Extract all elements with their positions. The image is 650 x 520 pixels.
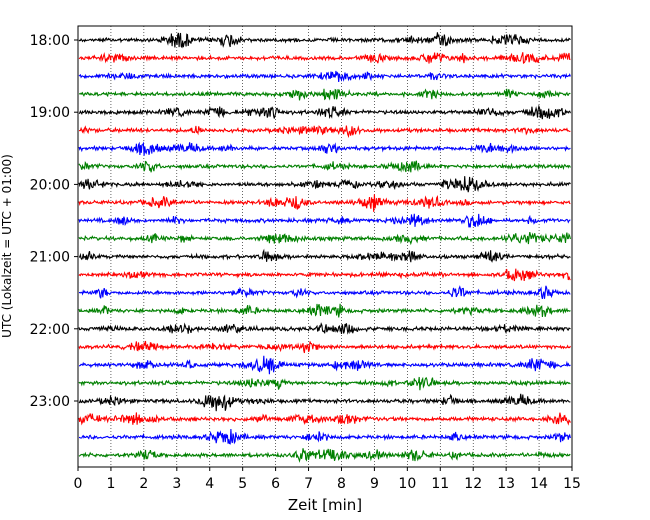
trace-2000 [78,176,571,193]
trace-2300 [78,393,571,412]
x-tick-label: 0 [74,476,83,492]
y-axis: 18:00 19:00 20:00 21:00 22:00 23:00 [30,33,78,410]
trace-2200 [78,322,571,335]
trace-2115 [78,268,571,282]
x-tick-label: 15 [563,476,581,492]
x-tick-label: 11 [431,476,449,492]
y-tick-label: 21:00 [30,250,70,266]
x-tick-label: 3 [172,476,181,492]
x-tick-label: 1 [106,476,115,492]
trace-1930 [78,141,571,156]
x-tick-label: 6 [271,476,280,492]
x-axis-label: Zeit [min] [288,496,362,514]
trace-1845 [78,88,571,101]
trace-2100 [78,248,571,263]
trace-2030 [78,213,571,228]
trace-2015 [78,194,571,212]
trace-2045 [78,231,571,246]
y-tick-label: 18:00 [30,33,70,49]
x-tick-label: 9 [370,476,379,492]
x-axis: 0 1 2 3 4 5 6 7 8 9 10 11 12 13 14 15 [74,467,581,492]
trace-1800 [78,32,571,49]
x-tick-label: 4 [205,476,214,492]
trace-2230 [78,355,571,375]
x-tick-label: 2 [139,476,148,492]
trace-2145 [78,303,571,318]
x-tick-label: 7 [304,476,313,492]
trace-1945 [78,160,571,173]
x-tick-label: 5 [238,476,247,492]
trace-2345 [78,448,571,463]
x-tick-label: 13 [497,476,515,492]
trace-2330 [78,428,571,445]
x-tick-label: 12 [464,476,482,492]
trace-1815 [78,51,571,65]
x-tick-label: 10 [398,476,416,492]
trace-2130 [78,285,571,300]
trace-2215 [78,340,571,354]
plot-frame [77,25,573,468]
y-tick-label: 22:00 [30,322,70,338]
trace-2315 [78,412,571,426]
x-tick-label: 14 [530,476,548,492]
x-tick-label: 8 [337,476,346,492]
trace-1900 [78,104,571,120]
trace-1830 [78,70,571,83]
y-tick-label: 20:00 [30,177,70,193]
trace-1915 [78,125,571,139]
trace-2245 [78,376,571,391]
y-tick-label: 19:00 [30,105,70,121]
traces [78,32,571,463]
y-tick-label: 23:00 [30,394,70,410]
y-axis-label: UTC (Lokalzeit = UTC + 01:00) [0,154,14,338]
